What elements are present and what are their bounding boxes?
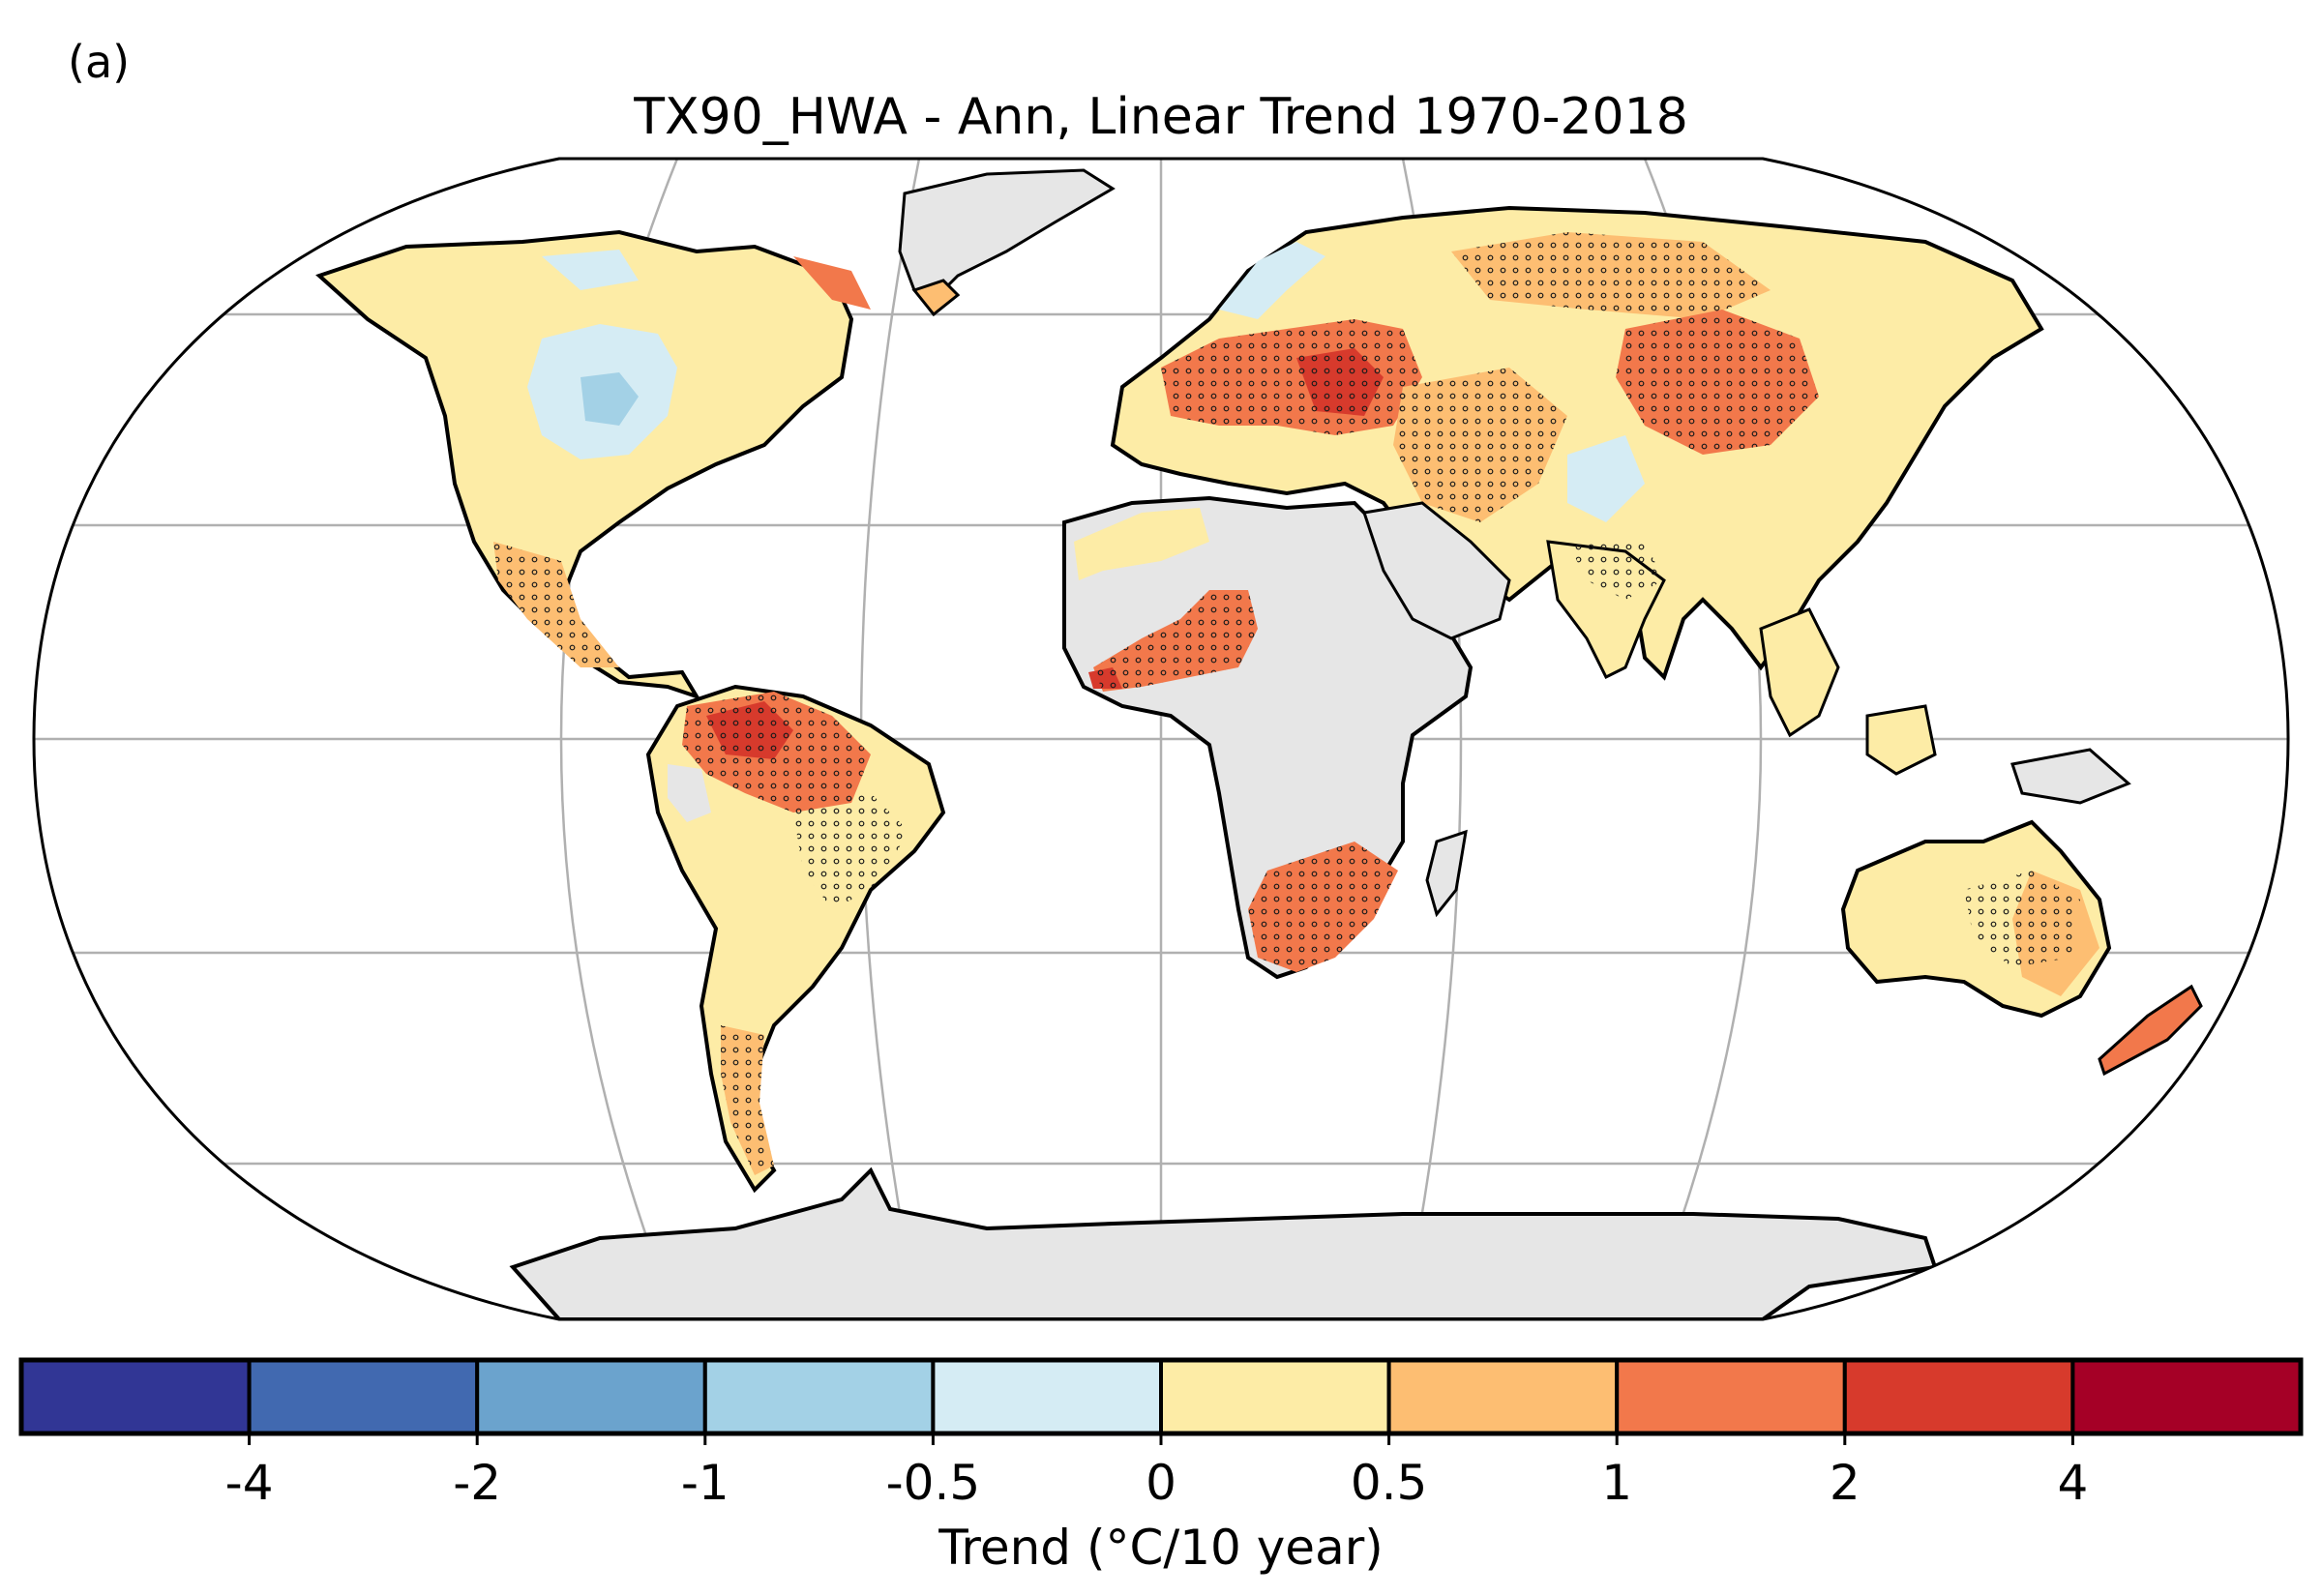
colorbar-ticks: -4 -2 -1 -0.5 0 0.5 1 2 4 [225, 1433, 2088, 1511]
map-globe [32, 157, 2290, 1321]
colorbar-tick-label: 1 [1601, 1455, 1632, 1511]
colorbar-tick-label: 0.5 [1351, 1455, 1428, 1511]
colorbar-tick-label: -1 [681, 1455, 729, 1511]
southeast-asia [1759, 607, 1840, 738]
map-content [34, 159, 2288, 1319]
colorbar-bin [1842, 1358, 2075, 1435]
colorbar-bin [1386, 1358, 1620, 1435]
significance-stippling [493, 232, 2080, 1175]
greenland [898, 168, 1116, 308]
colorbar-label: Trend (°C/10 year) [938, 1520, 1384, 1576]
canada-east-warm [793, 256, 871, 310]
colorbar-bin [702, 1358, 936, 1435]
colorbar-tick-label: -4 [225, 1455, 274, 1511]
colorbar-bin [475, 1358, 707, 1435]
borneo [1865, 704, 1937, 776]
colorbar-bin [1159, 1358, 1391, 1435]
colorbar-tick-label: 4 [2057, 1455, 2088, 1511]
madagascar [1425, 829, 1468, 918]
canada-colder-core [580, 372, 639, 426]
colorbar-bins [18, 1357, 2304, 1436]
colorbar-bin [2070, 1358, 2303, 1435]
arctic-canada-cool [542, 250, 639, 290]
new-guinea [2010, 748, 2131, 805]
colorbar-tick-label: -0.5 [886, 1455, 981, 1511]
greenland-tip [911, 279, 961, 317]
colorbar-bin [931, 1358, 1164, 1435]
antarctica [509, 1167, 1938, 1319]
north-africa-warm [1074, 508, 1209, 580]
colorbar-bin [247, 1358, 480, 1435]
map-title: TX90_HWA - Ann, Linear Trend 1970-2018 [633, 88, 1688, 146]
colorbar: -4 -2 -1 -0.5 0 0.5 1 2 4 Trend (°C/10 year) [18, 1357, 2304, 1576]
tibet-cool [1567, 435, 1645, 522]
arabia-no-data [1362, 501, 1511, 640]
scandinavia-cool [1219, 242, 1325, 319]
colorbar-tick-label: 0 [1146, 1455, 1176, 1511]
andes-no-data [668, 764, 711, 822]
globe-outline [32, 157, 2290, 1321]
colorbar-tick-label: -2 [453, 1455, 501, 1511]
colorbar-bin [19, 1358, 252, 1435]
colorbar-tick-label: 2 [1830, 1455, 1861, 1511]
panel-label: (a) [68, 36, 130, 88]
new-zealand [2098, 984, 2203, 1077]
colorbar-bin [1615, 1358, 1847, 1435]
